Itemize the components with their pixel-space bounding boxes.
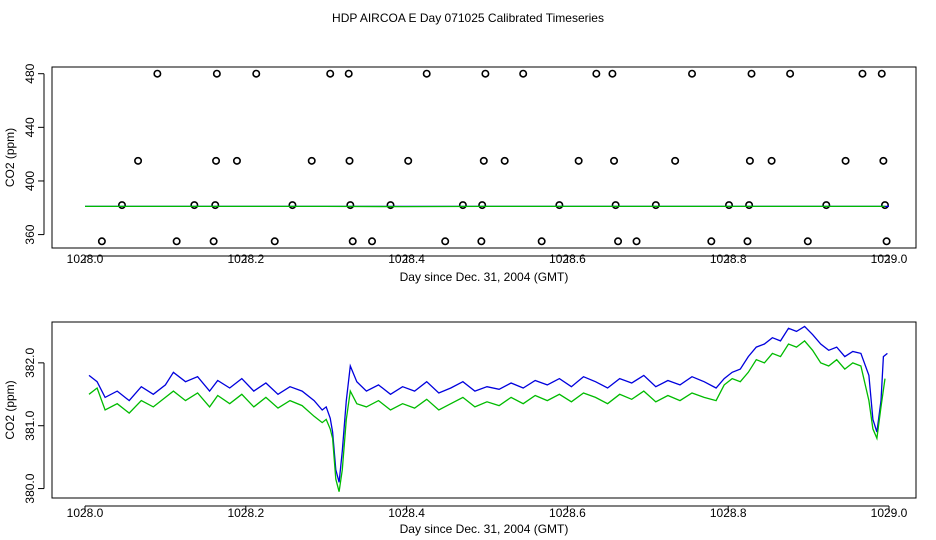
series-line (88, 325, 888, 483)
plot-frame (51, 66, 917, 249)
data-point (209, 237, 218, 246)
data-point (346, 201, 355, 210)
data-point (614, 237, 623, 246)
data-point (858, 69, 867, 78)
data-point (153, 69, 162, 78)
y-tick-label: 400 (23, 171, 37, 191)
x-tick-label: 1028.4 (388, 506, 425, 520)
data-point (671, 156, 680, 165)
data-point (307, 156, 316, 165)
data-point (767, 156, 776, 165)
data-point (270, 237, 279, 246)
x-axis-label: Day since Dec. 31, 2004 (GMT) (400, 270, 569, 284)
data-point (786, 69, 795, 78)
data-point (478, 201, 487, 210)
data-point (651, 201, 660, 210)
data-point (877, 69, 886, 78)
x-tick-label: 1028.6 (549, 506, 586, 520)
x-axis-label: Day since Dec. 31, 2004 (GMT) (400, 522, 569, 536)
plot-frame (51, 321, 917, 499)
data-point (747, 69, 756, 78)
data-point (632, 237, 641, 246)
y-tick-label: 480 (23, 63, 37, 83)
data-point (232, 156, 241, 165)
data-point (477, 237, 486, 246)
data-point (610, 156, 619, 165)
x-tick-label: 1028.4 (388, 252, 425, 266)
data-point (441, 237, 450, 246)
data-point (574, 156, 583, 165)
data-point (134, 156, 143, 165)
data-point (608, 69, 617, 78)
data-point (745, 201, 754, 210)
data-point (537, 237, 546, 246)
data-point (386, 201, 395, 210)
y-tick-label: 382.0 (23, 348, 37, 378)
data-point (368, 237, 377, 246)
data-point (348, 237, 357, 246)
data-point (688, 69, 697, 78)
data-point (404, 156, 413, 165)
data-point (822, 201, 831, 210)
bottom-panel: 1028.0 1028.2 1028.4 1028.6 1028.8 1029.0 380.… (3, 321, 917, 536)
data-point (288, 201, 297, 210)
x-tick-label: 1028.0 (67, 252, 104, 266)
data-point (117, 201, 126, 210)
y-axis-label: CO2 (ppm) (3, 380, 17, 439)
x-tick-label: 1028.8 (710, 252, 747, 266)
data-point (880, 201, 889, 210)
chart-title: HDP AIRCOA E Day 071025 Calibrated Times… (332, 11, 604, 25)
x-tick-label: 1028.8 (710, 506, 747, 520)
y-tick-label: 440 (23, 117, 37, 137)
x-tick-label: 1029.0 (871, 252, 908, 266)
top-panel: 1028.0 1028.2 1028.4 1028.6 1028.8 1029.0 360 4… (3, 63, 917, 284)
data-point (500, 156, 509, 165)
data-point (611, 201, 620, 210)
data-point (882, 237, 891, 246)
data-point (745, 156, 754, 165)
data-point (172, 237, 181, 246)
y-tick-label: 381.0 (23, 410, 37, 440)
data-point (555, 201, 564, 210)
x-tick-label: 1028.0 (67, 506, 104, 520)
data-point (422, 69, 431, 78)
data-point (345, 156, 354, 165)
y-tick-label: 380.0 (23, 473, 37, 503)
x-tick-label: 1029.0 (871, 506, 908, 520)
y-tick-label: 360 (23, 224, 37, 244)
data-point (212, 156, 221, 165)
x-tick-label: 1028.6 (549, 252, 586, 266)
data-point (211, 201, 220, 210)
data-point (803, 237, 812, 246)
data-point (519, 69, 528, 78)
data-point (743, 237, 752, 246)
series-line (88, 340, 886, 492)
x-tick-label: 1028.2 (227, 252, 264, 266)
data-point (252, 69, 261, 78)
data-point (344, 69, 353, 78)
data-point (841, 156, 850, 165)
data-point (458, 201, 467, 210)
x-tick-label: 1028.2 (227, 506, 264, 520)
data-point (326, 69, 335, 78)
data-point (592, 69, 601, 78)
y-axis-label: CO2 (ppm) (3, 128, 17, 187)
data-point (725, 201, 734, 210)
data-point (481, 69, 490, 78)
data-point (479, 156, 488, 165)
data-point (707, 237, 716, 246)
data-point (879, 156, 888, 165)
data-point (97, 237, 106, 246)
data-point (190, 201, 199, 210)
data-point (212, 69, 221, 78)
